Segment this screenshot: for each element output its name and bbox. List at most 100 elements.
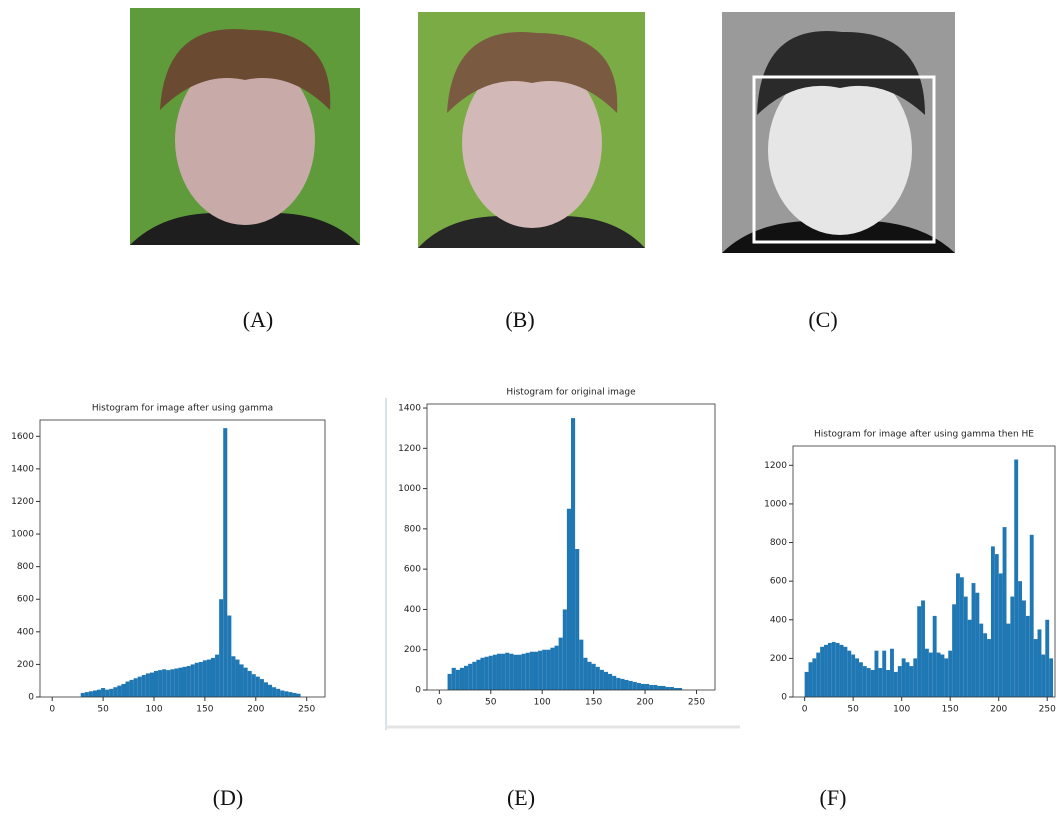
bar xyxy=(296,693,301,697)
bar xyxy=(924,648,929,697)
bar xyxy=(820,646,825,697)
bar xyxy=(640,683,646,690)
bar xyxy=(645,683,650,690)
bar xyxy=(284,691,289,697)
bar xyxy=(235,659,240,697)
bar xyxy=(979,623,984,697)
bar xyxy=(542,649,547,690)
bar xyxy=(472,661,477,690)
bar xyxy=(843,646,848,697)
bar xyxy=(948,650,953,697)
bar xyxy=(575,549,580,690)
x-tick-label: 200 xyxy=(636,698,653,708)
bar xyxy=(673,687,678,690)
bar xyxy=(206,659,211,697)
y-tick-label: 1200 xyxy=(11,497,34,507)
bar xyxy=(816,652,821,697)
bar xyxy=(117,685,122,697)
bar xyxy=(186,666,191,697)
bar xyxy=(866,668,871,697)
bar xyxy=(272,687,277,697)
bar xyxy=(447,673,452,690)
bar xyxy=(92,690,97,697)
y-tick-label: 1200 xyxy=(398,444,421,454)
bar xyxy=(505,652,510,690)
bar xyxy=(808,662,813,697)
bar xyxy=(587,661,592,690)
bar xyxy=(983,633,988,697)
bar xyxy=(219,599,224,697)
bar xyxy=(211,657,216,697)
y-tick-label: 1000 xyxy=(11,530,34,540)
bar xyxy=(917,606,922,697)
bar xyxy=(1006,623,1011,697)
bar xyxy=(616,677,621,690)
y-tick-label: 400 xyxy=(770,615,787,625)
bar xyxy=(137,676,142,697)
panel-label: (D) xyxy=(213,785,244,810)
bar xyxy=(80,692,85,697)
bar xyxy=(468,663,473,690)
bar xyxy=(905,662,910,697)
bar xyxy=(928,652,933,697)
bar xyxy=(936,652,941,697)
y-tick-label: 600 xyxy=(404,565,421,575)
bar xyxy=(562,609,567,690)
x-tick-label: 100 xyxy=(893,705,910,715)
chart-title: Histogram for original image xyxy=(506,388,636,398)
histogram-chart: Histogram for image after using gamma 0 50… xyxy=(11,404,326,715)
y-tick-label: 0 xyxy=(781,693,787,703)
bar xyxy=(255,676,260,697)
y-tick-label: 800 xyxy=(17,562,34,572)
bar xyxy=(998,573,1003,697)
bar xyxy=(162,669,167,697)
bar xyxy=(921,600,925,697)
bar xyxy=(827,642,832,697)
x-tick-label: 150 xyxy=(942,705,959,715)
photo-a xyxy=(130,8,360,245)
bar xyxy=(608,673,613,690)
bar xyxy=(158,670,163,697)
bar xyxy=(971,583,976,697)
bar xyxy=(1002,527,1007,697)
bar xyxy=(97,689,102,697)
bar xyxy=(956,573,960,697)
bar xyxy=(174,668,179,697)
bar xyxy=(994,554,999,697)
photo-c xyxy=(722,12,955,253)
bar xyxy=(882,650,887,697)
bar xyxy=(121,683,126,697)
bar xyxy=(109,688,114,697)
bar xyxy=(603,671,609,690)
bar xyxy=(595,666,600,690)
y-tick-label: 1400 xyxy=(398,404,421,414)
bar xyxy=(893,671,898,697)
bar xyxy=(835,642,840,697)
x-tick-label: 150 xyxy=(196,705,213,715)
bar xyxy=(862,666,867,697)
y-tick-label: 1200 xyxy=(764,461,787,471)
bar xyxy=(909,666,914,697)
bar xyxy=(276,688,281,697)
panel-label: (A) xyxy=(243,307,274,332)
x-tick-label: 0 xyxy=(436,698,442,708)
bar xyxy=(178,667,183,697)
bar xyxy=(620,678,625,690)
y-tick-label: 200 xyxy=(770,654,787,664)
panel-label: (F) xyxy=(820,785,847,810)
bar xyxy=(480,657,485,690)
bar xyxy=(198,661,203,697)
x-tick-label: 0 xyxy=(802,705,808,715)
bar xyxy=(521,653,526,690)
bar xyxy=(963,596,968,697)
bar xyxy=(166,670,171,697)
x-tick-label: 50 xyxy=(847,705,859,715)
bar xyxy=(268,684,273,697)
x-tick-label: 250 xyxy=(688,698,705,708)
chart-title: Histogram for image after using gamma th… xyxy=(814,430,1034,440)
bar xyxy=(1014,459,1019,697)
bar xyxy=(628,680,633,690)
bar xyxy=(263,682,268,697)
bar xyxy=(84,692,89,697)
